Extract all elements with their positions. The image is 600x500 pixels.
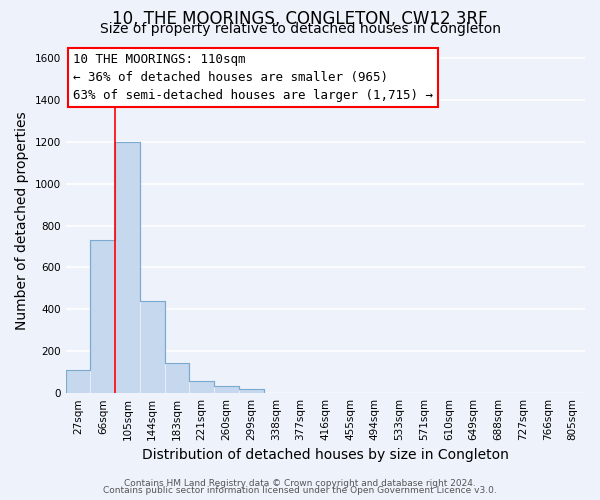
Y-axis label: Number of detached properties: Number of detached properties [15, 111, 29, 330]
Text: 10, THE MOORINGS, CONGLETON, CW12 3RF: 10, THE MOORINGS, CONGLETON, CW12 3RF [112, 10, 488, 28]
Text: Contains HM Land Registry data © Crown copyright and database right 2024.: Contains HM Land Registry data © Crown c… [124, 478, 476, 488]
Bar [239, 389, 263, 393]
Bar [65, 370, 91, 393]
Bar [115, 142, 140, 393]
Bar [140, 301, 164, 393]
Bar [164, 363, 190, 393]
Text: Contains public sector information licensed under the Open Government Licence v3: Contains public sector information licen… [103, 486, 497, 495]
Bar [190, 380, 214, 393]
Text: Size of property relative to detached houses in Congleton: Size of property relative to detached ho… [100, 22, 500, 36]
X-axis label: Distribution of detached houses by size in Congleton: Distribution of detached houses by size … [142, 448, 509, 462]
Text: 10 THE MOORINGS: 110sqm
← 36% of detached houses are smaller (965)
63% of semi-d: 10 THE MOORINGS: 110sqm ← 36% of detache… [73, 52, 433, 102]
Bar [214, 386, 239, 393]
Bar [91, 240, 115, 393]
